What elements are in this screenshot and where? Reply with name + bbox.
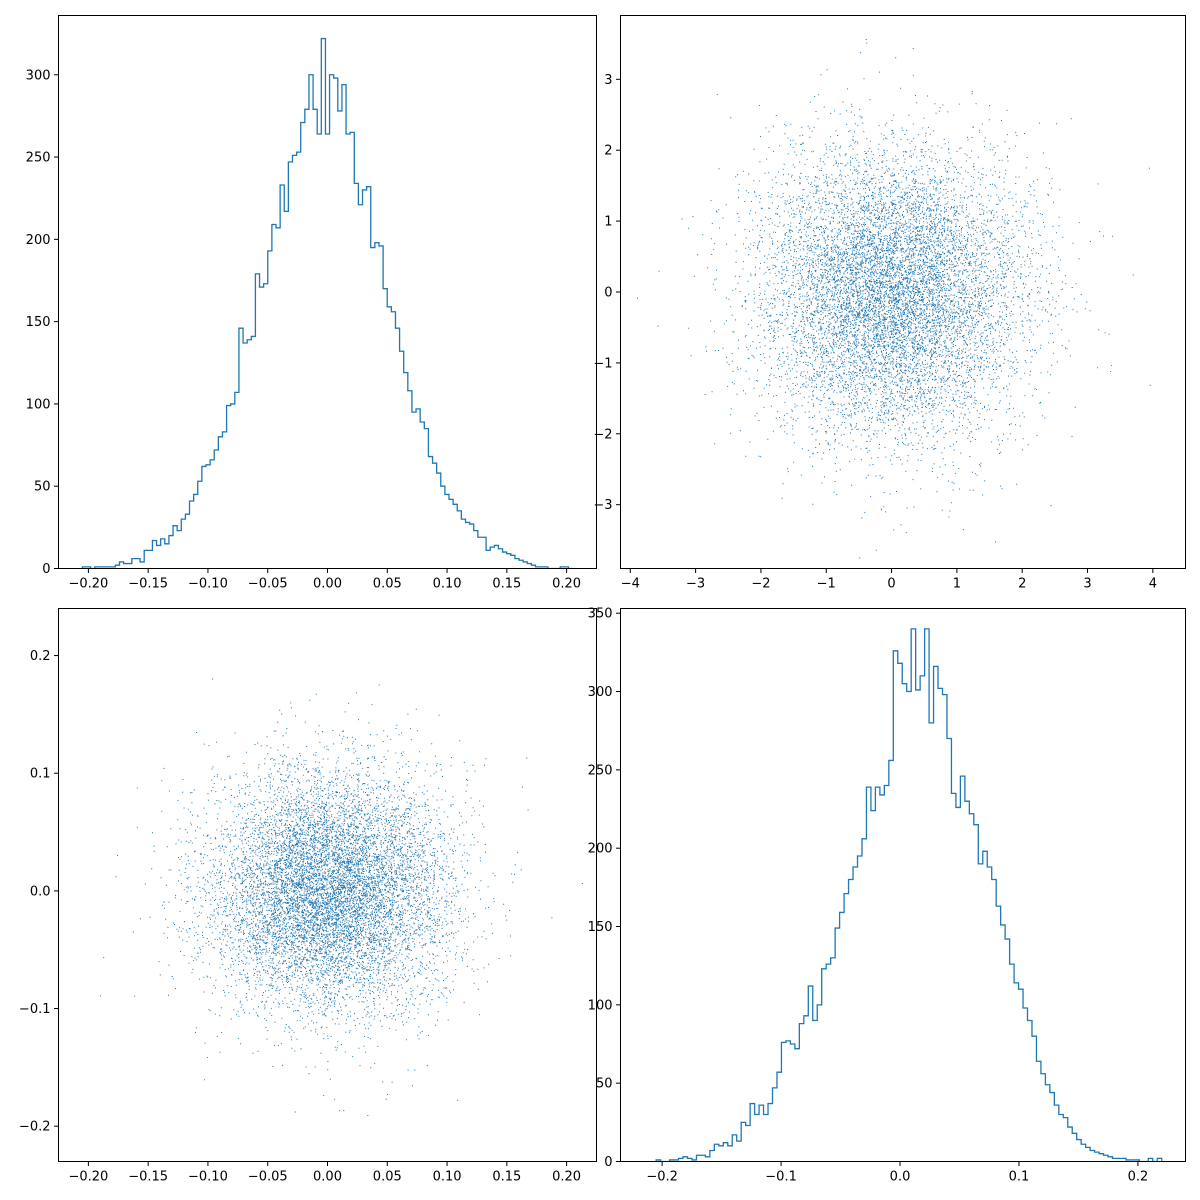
plot-area <box>81 37 573 569</box>
x-tick-label: −0.15 <box>128 1170 168 1185</box>
y-tick-label: 0.1 <box>30 767 51 782</box>
y-tick-label: 300 <box>26 68 51 83</box>
x-tick-label: −0.05 <box>248 577 288 592</box>
y-tick-label: 3 <box>604 73 612 88</box>
scatter-marks <box>637 39 1151 559</box>
y-tick-label: 0.0 <box>30 884 51 899</box>
y-tick-label: 50 <box>34 480 51 495</box>
y-axis: 0 50 100 150 200 250 300 <box>26 68 59 577</box>
x-tick-label: 0.10 <box>433 577 462 592</box>
chart-panel-bottom-right: −0.2 −0.1 0.0 0.1 0.2 0 50 100 150 200 250 300 350 <box>588 607 1186 1185</box>
y-tick-label: 150 <box>26 315 51 330</box>
scatter-marks <box>99 678 583 1116</box>
x-tick-label: 0.0 <box>890 1170 911 1185</box>
x-tick-label: −2 <box>751 577 770 592</box>
y-tick-label: −1 <box>593 356 612 371</box>
plot-area <box>637 39 1151 559</box>
x-tick-label: 0.2 <box>1128 1170 1149 1185</box>
x-tick-label: −0.20 <box>68 577 108 592</box>
histogram-step-line <box>81 37 573 569</box>
x-tick-label: −0.2 <box>646 1170 678 1185</box>
x-tick-label: 0.20 <box>552 1170 581 1185</box>
x-tick-label: 3 <box>1083 577 1091 592</box>
x-tick-label: −3 <box>686 577 705 592</box>
scatter-points <box>637 39 1151 559</box>
x-tick-label: 0.00 <box>313 1170 342 1185</box>
y-tick-label: 2 <box>604 144 612 159</box>
y-tick-label: −3 <box>593 498 612 513</box>
y-tick-label: 200 <box>26 233 51 248</box>
y-tick-label: −2 <box>593 427 612 442</box>
x-axis: −4 −3 −2 −1 0 1 2 3 4 <box>621 568 1157 592</box>
axes-frame <box>620 608 1186 1162</box>
x-tick-label: −4 <box>621 577 640 592</box>
y-tick-label: 0.2 <box>30 649 51 664</box>
x-tick-label: −1 <box>817 577 836 592</box>
y-tick-label: 200 <box>588 842 613 857</box>
x-tick-label: −0.20 <box>68 1170 108 1185</box>
x-tick-label: −0.15 <box>128 577 168 592</box>
x-axis: −0.20 −0.15 −0.10 −0.05 0.00 0.05 0.10 0.15 0.20 <box>68 568 581 592</box>
x-tick-label: 0.05 <box>373 577 402 592</box>
y-tick-label: 300 <box>588 685 613 700</box>
scatter-points <box>99 678 583 1116</box>
y-axis: −3 −2 −1 0 1 2 3 <box>593 73 621 513</box>
y-tick-label: 250 <box>26 151 51 166</box>
x-tick-label: 0 <box>887 577 895 592</box>
y-tick-label: 100 <box>588 998 613 1013</box>
plot-area <box>655 628 1163 1162</box>
x-axis: −0.2 −0.1 0.0 0.1 0.2 <box>646 1161 1149 1185</box>
y-tick-label: 0 <box>604 1155 612 1170</box>
y-tick-label: −0.1 <box>19 1002 51 1017</box>
plot-area <box>99 678 583 1116</box>
y-tick-label: 0 <box>42 562 50 577</box>
y-tick-label: 250 <box>588 763 613 778</box>
y-tick-label: 0 <box>604 286 612 301</box>
axes-frame <box>58 15 597 569</box>
y-axis: −0.2 −0.1 0.0 0.1 0.2 <box>19 649 59 1135</box>
x-tick-label: 0.1 <box>1009 1170 1030 1185</box>
y-tick-label: 350 <box>588 607 613 622</box>
y-tick-label: 50 <box>596 1077 613 1092</box>
chart-panel-top-left: −0.20 −0.15 −0.10 −0.05 0.00 0.05 0.10 0.15 0.20… <box>26 15 597 592</box>
x-tick-label: −0.10 <box>188 577 228 592</box>
x-axis: −0.20 −0.15 −0.10 −0.05 0.00 0.05 0.10 0.15 0.20 <box>68 1161 581 1185</box>
x-tick-label: 0.10 <box>433 1170 462 1185</box>
x-tick-label: 0.00 <box>313 577 342 592</box>
x-tick-label: −0.10 <box>188 1170 228 1185</box>
x-tick-label: 0.05 <box>373 1170 402 1185</box>
y-tick-label: 1 <box>604 215 612 230</box>
y-tick-label: 100 <box>26 397 51 412</box>
histogram-step-line <box>655 628 1163 1162</box>
x-tick-label: 0.20 <box>552 577 581 592</box>
x-tick-label: 1 <box>953 577 961 592</box>
x-tick-label: 2 <box>1018 577 1026 592</box>
x-tick-label: 0.15 <box>492 1170 521 1185</box>
x-tick-label: −0.05 <box>248 1170 288 1185</box>
x-tick-label: 4 <box>1149 577 1157 592</box>
x-tick-label: −0.1 <box>765 1170 797 1185</box>
y-tick-label: 150 <box>588 920 613 935</box>
y-tick-label: −0.2 <box>19 1120 51 1135</box>
y-axis: 0 50 100 150 200 250 300 350 <box>588 607 621 1170</box>
chart-panel-bottom-left: −0.20 −0.15 −0.10 −0.05 0.00 0.05 0.10 0.15 0.20… <box>19 608 597 1185</box>
x-tick-label: 0.15 <box>492 577 521 592</box>
chart-panel-top-right: −4 −3 −2 −1 0 1 2 3 4 −3 −2 −1 0 1 2 3 <box>593 15 1186 592</box>
